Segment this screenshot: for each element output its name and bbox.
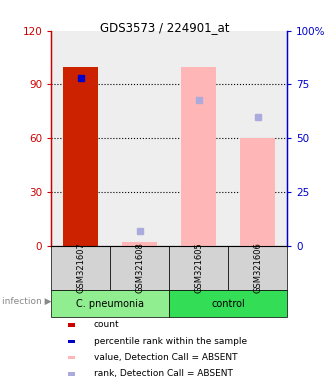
Text: GDS3573 / 224901_at: GDS3573 / 224901_at: [100, 21, 230, 34]
Bar: [240, 138, 275, 246]
Bar: [228, 246, 287, 290]
Bar: [181, 66, 216, 246]
Bar: [51, 246, 110, 290]
Text: infection ▶: infection ▶: [2, 297, 51, 306]
Bar: [169, 246, 228, 290]
Text: value, Detection Call = ABSENT: value, Detection Call = ABSENT: [94, 353, 237, 362]
Text: control: control: [211, 299, 245, 309]
Text: GSM321608: GSM321608: [135, 243, 144, 293]
Text: count: count: [94, 321, 119, 329]
Bar: [68, 356, 76, 359]
Bar: [68, 372, 76, 376]
Bar: [51, 290, 169, 318]
Bar: [63, 66, 98, 246]
Text: C. pneumonia: C. pneumonia: [76, 299, 144, 309]
Bar: [110, 246, 169, 290]
Bar: [169, 290, 287, 318]
Text: percentile rank within the sample: percentile rank within the sample: [94, 337, 247, 346]
Text: GSM321605: GSM321605: [194, 243, 203, 293]
Bar: [68, 339, 76, 343]
Text: GSM321606: GSM321606: [253, 243, 262, 293]
Bar: [68, 323, 76, 327]
Text: rank, Detection Call = ABSENT: rank, Detection Call = ABSENT: [94, 369, 233, 378]
Bar: [122, 242, 157, 246]
Text: GSM321607: GSM321607: [76, 243, 85, 293]
